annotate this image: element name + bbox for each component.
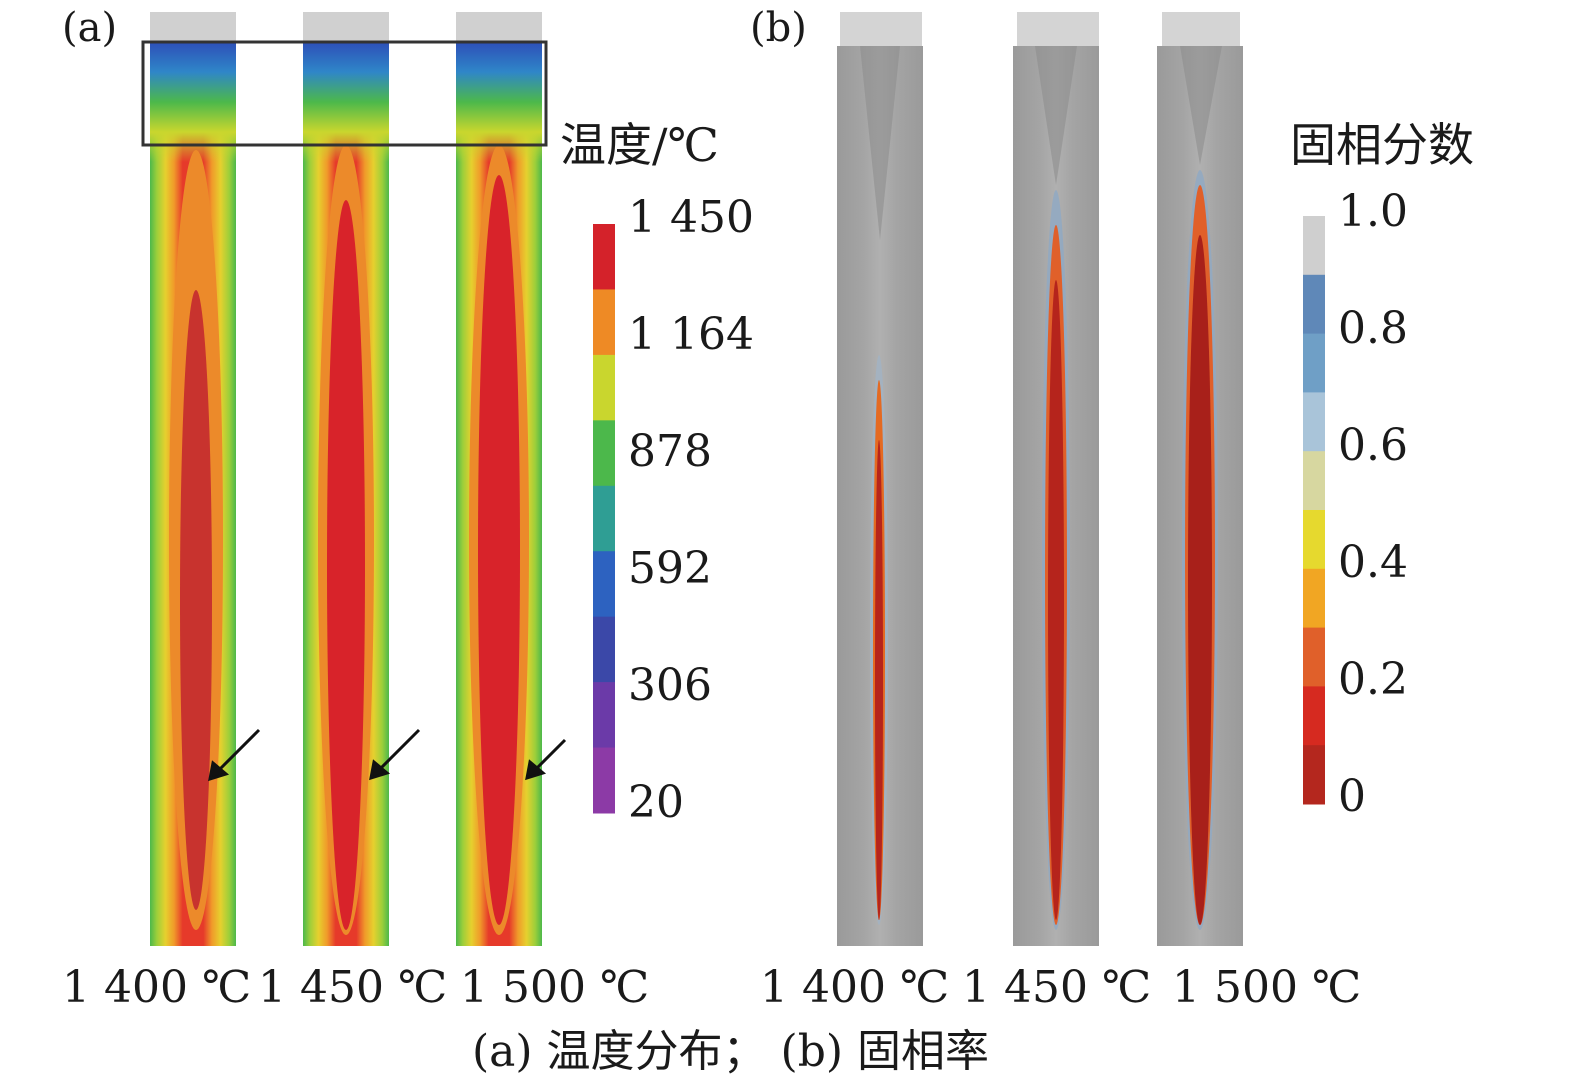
temperature-strip-1 — [150, 12, 236, 946]
colorbar-segment — [593, 224, 615, 290]
solid-fraction-tick: 1.0 — [1338, 186, 1408, 237]
solid-fraction-tick: 0.4 — [1338, 537, 1408, 588]
colorbar-segment — [1303, 627, 1325, 687]
colorbar-segment — [1303, 510, 1325, 570]
temperature-tick: 1 164 — [628, 309, 754, 360]
solid-fraction-tick: 0.2 — [1338, 654, 1408, 705]
panel-b-label: (b) — [750, 5, 807, 51]
condition-label: 1 450 ℃ — [962, 962, 1152, 1013]
highlight-box — [141, 40, 548, 147]
colorbar-segment — [593, 682, 615, 749]
arrow-3 — [525, 738, 567, 781]
condition-label: 1 450 ℃ — [258, 962, 448, 1013]
colorbar-segment — [593, 289, 615, 356]
arrow-1 — [208, 728, 261, 782]
temperature-strip-3 — [456, 12, 542, 946]
colorbar-segment — [1303, 568, 1325, 629]
colorbar-segment — [593, 616, 615, 683]
colorbar-segment — [593, 354, 615, 421]
solid-fraction-tick: 0 — [1338, 771, 1366, 822]
colorbar-segment — [1303, 451, 1325, 511]
solid-fraction-strip-3 — [1157, 12, 1243, 946]
temperature-tick: 878 — [628, 426, 712, 477]
solid-fraction-legend-title: 固相分数 — [1290, 118, 1474, 172]
colorbar-segment — [593, 485, 615, 552]
temperature-tick: 306 — [628, 660, 712, 711]
solid-fraction-colorbar — [1303, 216, 1325, 805]
arrow-2 — [369, 728, 421, 781]
condition-label: 1 500 ℃ — [460, 962, 650, 1013]
temperature-tick: 592 — [628, 543, 712, 594]
condition-label: 1 400 ℃ — [760, 962, 950, 1013]
temperature-strip-2 — [303, 12, 389, 946]
colorbar-segment — [1303, 745, 1325, 805]
colorbar-segment — [593, 420, 615, 487]
panel-a-label: (a) — [62, 5, 118, 51]
solid-fraction-strip-1 — [837, 12, 923, 946]
solid-fraction-tick: 0.8 — [1338, 303, 1408, 354]
condition-label: 1 500 ℃ — [1172, 962, 1362, 1013]
temperature-tick: 1 450 — [628, 192, 754, 243]
colorbar-segment — [1303, 392, 1325, 452]
temperature-legend-title: 温度/℃ — [560, 118, 719, 172]
solid-fraction-tick: 0.6 — [1338, 420, 1408, 471]
colorbar-segment — [593, 747, 615, 814]
temperature-tick: 20 — [628, 777, 684, 828]
condition-label: 1 400 ℃ — [62, 962, 252, 1013]
colorbar-segment — [1303, 216, 1325, 276]
colorbar-segment — [1303, 686, 1325, 746]
figure-caption: (a) 温度分布； (b) 固相率 — [472, 1026, 990, 1077]
temperature-colorbar — [593, 224, 615, 814]
solid-fraction-strip-2 — [1013, 12, 1099, 946]
colorbar-segment — [593, 551, 615, 618]
colorbar-segment — [1303, 333, 1325, 393]
colorbar-segment — [1303, 274, 1325, 335]
